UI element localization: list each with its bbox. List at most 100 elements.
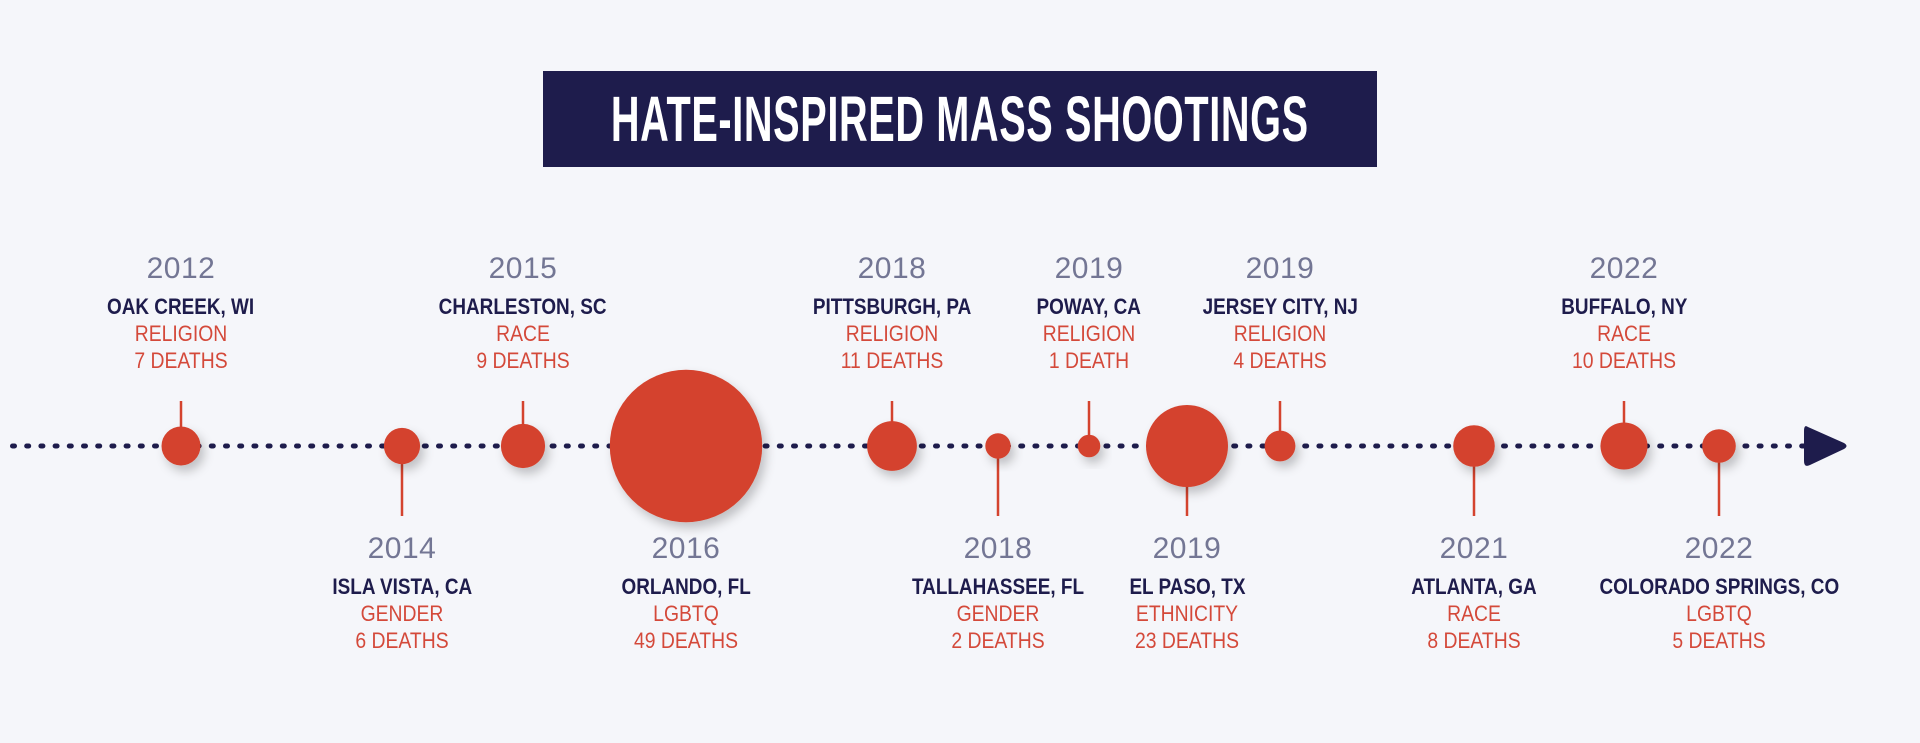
event-label: 2019 JERSEY CITY, NJ RELIGION 4 DEATHS (1100, 254, 1460, 374)
event-label: 2022 BUFFALO, NY RACE 10 DEATHS (1444, 254, 1804, 374)
timeline-dot (563, 443, 571, 449)
event-label: 2012 OAK CREEK, WI RELIGION 7 DEATHS (1, 254, 361, 374)
event-year: 2021 (1439, 532, 1509, 565)
timeline-dot (1245, 443, 1253, 449)
event-motive: RELIGION (1042, 321, 1136, 346)
timeline-dot (1444, 443, 1452, 449)
event-bubble (1453, 425, 1495, 467)
timeline-dot (66, 443, 74, 449)
event-bubble (1702, 429, 1736, 463)
timeline-dot (308, 443, 316, 449)
timeline-arrow-icon (1804, 426, 1847, 466)
timeline-dot (137, 443, 145, 449)
timeline-dot (961, 443, 969, 449)
timeline-dot (237, 443, 245, 449)
timeline-dot (1770, 443, 1778, 449)
timeline-axis (10, 426, 1847, 466)
event-motive: RACE (1447, 601, 1501, 626)
timeline-dot (918, 443, 926, 449)
event-motive: RELIGION (845, 321, 939, 346)
timeline-dot (1415, 443, 1423, 449)
event-deaths: 2 DEATHS (951, 628, 1045, 653)
event-bubble (985, 433, 1011, 459)
event-bubble (500, 423, 546, 469)
event-deaths: 6 DEATHS (355, 628, 449, 653)
chart-title: HATE-INSPIRED MASS SHOOTINGS (611, 83, 1309, 155)
timeline-dot (38, 443, 46, 449)
timeline-dot (322, 443, 330, 449)
timeline-dot (1671, 443, 1679, 449)
event-location: EL PASO, TX (1128, 574, 1245, 599)
timeline-dot (1359, 443, 1366, 449)
event-location: PITTSBURGH, PA (812, 294, 972, 319)
event-deaths: 1 DEATH (1048, 348, 1130, 373)
timeline-dot (1103, 443, 1111, 449)
event-deaths: 11 DEATHS (840, 348, 944, 373)
timeline-dot (1344, 443, 1352, 449)
event-year: 2019 (1054, 252, 1124, 285)
timeline-dot (1330, 443, 1338, 449)
event-year: 2018 (963, 532, 1033, 565)
timeline-dot (1046, 443, 1054, 449)
event-label: 2015 CHARLESTON, SC RACE 9 DEATHS (343, 254, 703, 374)
event-location: CHARLESTON, SC (439, 294, 607, 319)
timeline-dot (421, 443, 429, 449)
timeline-dot (1430, 443, 1437, 449)
event-motive: GENDER (956, 601, 1040, 626)
timeline-dot (350, 443, 358, 449)
timeline-dot (762, 443, 770, 449)
timeline-dot (1302, 443, 1310, 449)
timeline-dot (847, 443, 855, 449)
event-bubble (867, 421, 917, 471)
timeline-dot (1060, 443, 1068, 449)
event-label: 2019 EL PASO, TX ETHNICITY 23 DEATHS (1007, 534, 1367, 654)
timeline-dot (947, 443, 955, 449)
event-year: 2012 (146, 252, 216, 285)
timeline-dot (1018, 443, 1026, 449)
event-location: BUFFALO, NY (1560, 294, 1688, 319)
timeline-dot (819, 443, 827, 449)
timeline-dot (1387, 443, 1395, 449)
event-label: 2021 ATLANTA, GA RACE 8 DEATHS (1294, 534, 1654, 654)
event-label: 2014 ISLA VISTA, CA GENDER 6 DEATHS (222, 534, 582, 654)
timeline-dot (81, 443, 88, 449)
timeline-dot (24, 443, 32, 449)
timeline-dot (805, 443, 813, 449)
event-motive: RACE (496, 321, 550, 346)
timeline-dot (478, 443, 486, 449)
event-year: 2019 (1152, 532, 1222, 565)
timeline-dot (1529, 443, 1537, 449)
event-label: 2019 POWAY, CA RELIGION 1 DEATH (909, 254, 1269, 374)
event-location: POWAY, CA (1036, 294, 1142, 319)
title-banner: HATE-INSPIRED MASS SHOOTINGS (543, 71, 1377, 167)
event-bubble (161, 426, 201, 466)
event-circles (161, 369, 1736, 523)
timeline-dot (1742, 443, 1750, 449)
timeline-dot (1557, 443, 1565, 449)
timeline-dot (1117, 443, 1125, 449)
timeline-dot (1785, 443, 1792, 449)
timeline-dot (1131, 443, 1139, 449)
timeline-dot (52, 443, 60, 449)
event-motive: RELIGION (134, 321, 228, 346)
event-location: COLORADO SPRINGS, CO (1599, 574, 1839, 599)
event-label: 2018 TALLAHASSEE, FL GENDER 2 DEATHS (818, 534, 1178, 654)
timeline-dot (1756, 443, 1764, 449)
timeline-dot (833, 443, 841, 449)
timeline-dot (975, 443, 983, 449)
event-location: ATLANTA, GA (1411, 574, 1537, 599)
event-location: ORLANDO, FL (621, 574, 751, 599)
event-location: OAK CREEK, WI (107, 294, 255, 319)
timeline-dot (365, 443, 372, 449)
event-bubble (609, 369, 763, 523)
timeline-dot (1586, 443, 1594, 449)
event-motive: LGBTQ (653, 601, 719, 626)
event-year: 2015 (488, 252, 558, 285)
timeline-dot (1572, 443, 1579, 449)
event-deaths: 7 DEATHS (134, 348, 228, 373)
timeline-dot (436, 443, 443, 449)
timeline-dot (1685, 443, 1693, 449)
event-motive: RELIGION (1233, 321, 1327, 346)
timeline-dot (152, 443, 159, 449)
